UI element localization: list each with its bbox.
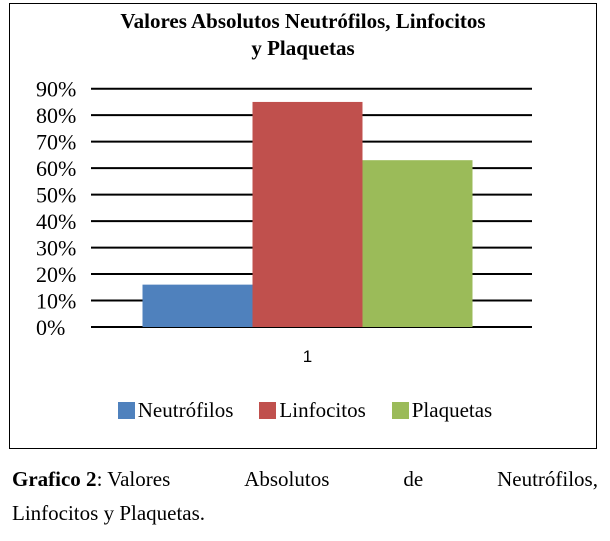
legend-swatch <box>117 402 135 419</box>
title-line-1: Valores Absolutos Neutrófilos, Linfocito… <box>120 9 486 33</box>
caption-word: : Valores <box>96 467 171 491</box>
legend-swatch <box>259 402 277 419</box>
caption-line-2: Linfocitos y Plaquetas. <box>12 501 206 525</box>
legend-label: Plaquetas <box>411 398 493 422</box>
caption-label: Grafico 2 <box>12 467 97 491</box>
legend: Neutrófilos Linfocitos Plaquetas <box>0 398 610 423</box>
legend-item: Linfocitos <box>259 398 366 423</box>
chart-frame <box>9 3 597 449</box>
y-tick-label: 20% <box>36 262 76 287</box>
x-tick-label: 1 <box>303 347 312 366</box>
bar-plaquetas <box>362 160 473 327</box>
y-tick-label: 50% <box>36 183 76 208</box>
caption-word: de <box>403 467 424 491</box>
bar-linfocitos <box>252 101 363 327</box>
y-tick-label: 70% <box>36 130 76 155</box>
y-tick-label: 90% <box>36 77 76 102</box>
y-tick-label: 30% <box>36 236 76 261</box>
caption-word: Neutrófilos, <box>497 467 598 491</box>
title-line-2: y Plaquetas <box>251 36 355 60</box>
y-tick-label: 40% <box>36 209 76 234</box>
bar-neutrófilos <box>142 284 253 327</box>
legend-item: Plaquetas <box>391 398 493 423</box>
caption-word: Absolutos <box>244 467 330 491</box>
figure-caption: Grafico 2: Valores Absolutos de Neutrófi… <box>12 462 598 530</box>
y-tick-label: 10% <box>36 289 76 314</box>
legend-label: Linfocitos <box>279 398 366 422</box>
y-tick-label: 60% <box>36 156 76 181</box>
plot-area: 0%10%20%30%40%50%60%70%80%90% 1 <box>36 77 532 366</box>
legend-swatch <box>391 402 409 419</box>
legend-item: Neutrófilos <box>117 398 234 423</box>
chart-title: Valores Absolutos Neutrófilos, Linfocito… <box>9 8 597 62</box>
legend-label: Neutrófilos <box>137 398 234 422</box>
y-tick-label: 0% <box>36 315 65 340</box>
y-tick-label: 80% <box>36 103 76 128</box>
